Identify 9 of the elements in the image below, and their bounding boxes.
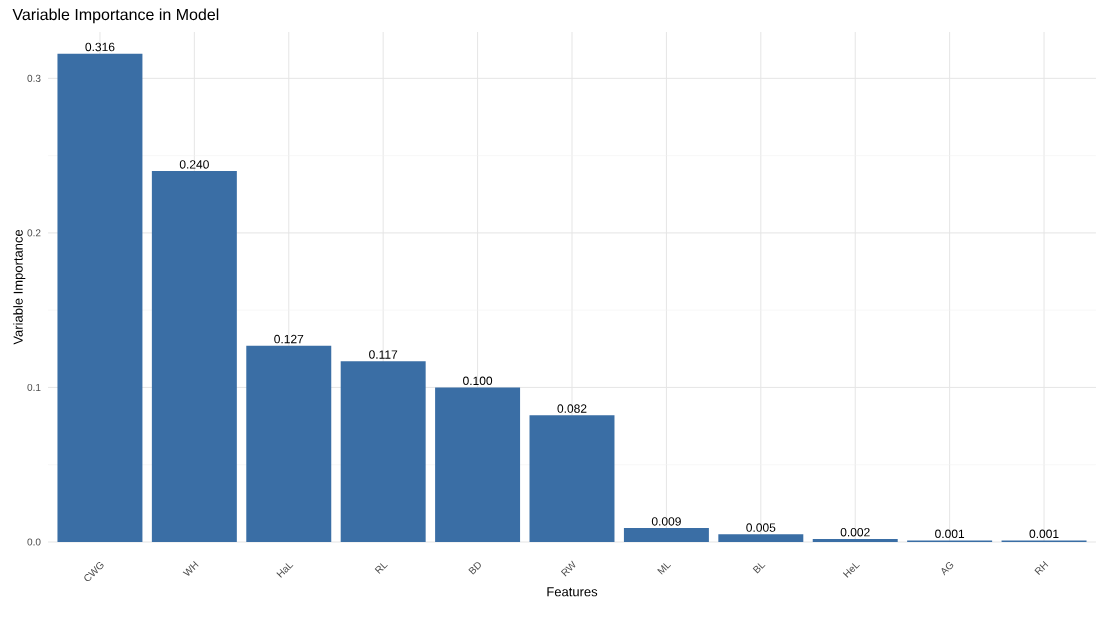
bar: [529, 415, 615, 542]
chart-title: Variable Importance in Model: [12, 8, 219, 24]
bar: [151, 171, 237, 542]
bar: [718, 534, 804, 542]
bar: [57, 53, 143, 542]
bar: [623, 528, 709, 542]
bar: [340, 361, 426, 542]
bar: [246, 345, 332, 542]
bar: [435, 387, 521, 542]
